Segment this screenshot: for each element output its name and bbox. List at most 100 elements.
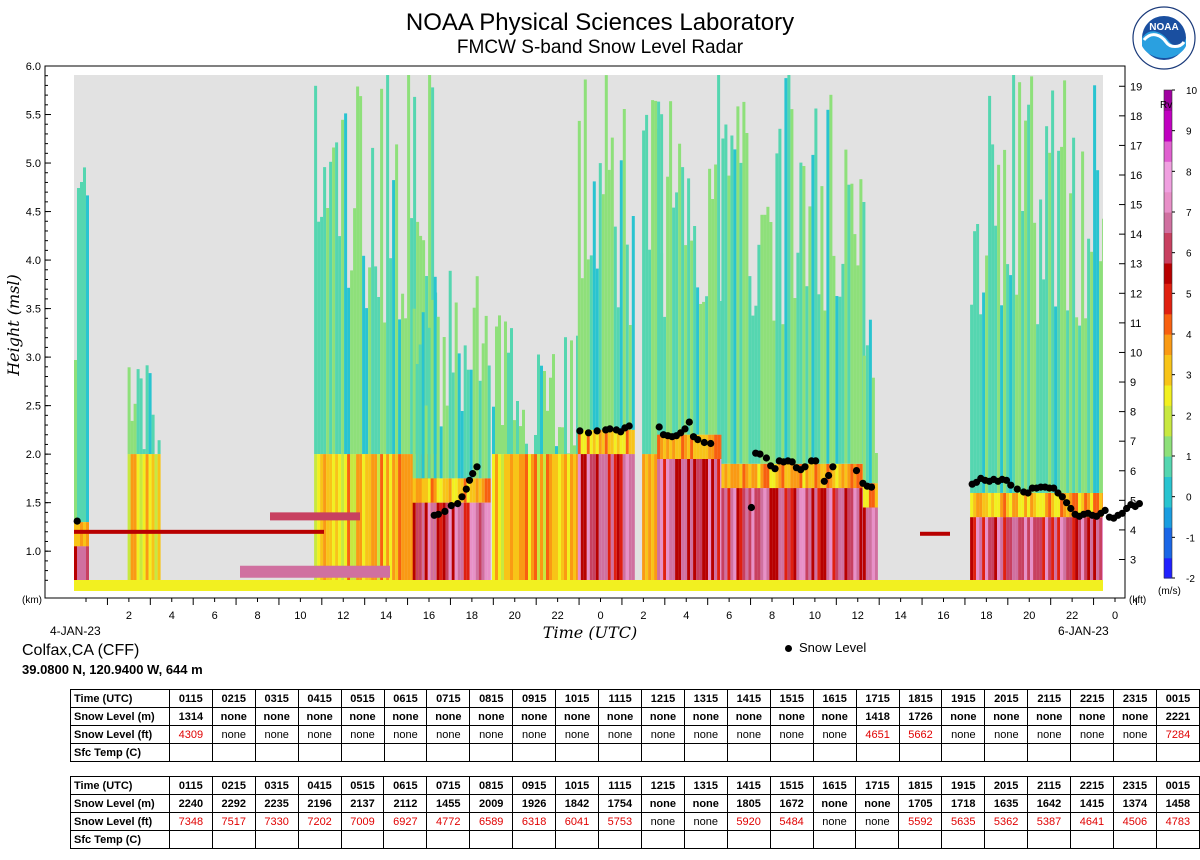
- table-cell: 2115: [1027, 776, 1071, 795]
- table-cell: 1842: [555, 794, 599, 813]
- heatmap-cell: [583, 79, 587, 430]
- heatmap-cell: [401, 293, 405, 455]
- table-cell: none: [1070, 707, 1115, 726]
- heatmap-cell: [454, 478, 458, 503]
- heatmap-cell: [1036, 493, 1040, 518]
- table-cell: [598, 743, 643, 762]
- heatmap-cell: [469, 369, 473, 479]
- colorbar-segment: [1164, 425, 1172, 437]
- table-cell: [512, 830, 557, 849]
- heatmap-cell: [811, 488, 815, 590]
- table-cell: 0215: [211, 689, 256, 708]
- table-cell: none: [984, 725, 1029, 744]
- x-tick-label: 10: [809, 610, 821, 622]
- heatmap-cell: [561, 454, 564, 590]
- heatmap-cell: [478, 502, 482, 590]
- heatmap-cell: [730, 488, 734, 590]
- snow-level-point: [1118, 509, 1126, 517]
- heatmap-cell: [583, 429, 587, 455]
- heatmap-cell: [669, 459, 673, 590]
- table-cell: 1215: [640, 776, 685, 795]
- table-cell: none: [683, 812, 728, 831]
- heatmap-cell: [699, 304, 703, 435]
- table-cell: 1015: [555, 689, 600, 708]
- snow-level-ft-row: Snow Level (ft) 4309 none none none none none n…: [70, 725, 1200, 744]
- heatmap-cell: [687, 434, 691, 459]
- heatmap-cell: [721, 463, 725, 489]
- heatmap-cell: [317, 221, 321, 455]
- heatmap-cell: [681, 434, 685, 459]
- heatmap-cell: [1054, 306, 1058, 493]
- heatmap-cell: [610, 454, 614, 590]
- heatmap-cell: [742, 488, 746, 590]
- heatmap-cell: [341, 119, 345, 455]
- y2-tick-label: 12: [1130, 288, 1142, 300]
- end-date-label: 6-JAN-23: [1058, 624, 1109, 638]
- heatmap-cell: [607, 454, 611, 590]
- snow-level-table-day2: Time (UTC) 0115 0215 0315 0415 0515 0615 0715 08…: [70, 776, 1200, 849]
- table-cell: 2215: [1070, 776, 1114, 795]
- heatmap-cell: [1003, 517, 1007, 590]
- heatmap-cell: [1039, 493, 1043, 518]
- heatmap-cell: [389, 454, 393, 590]
- heatmap-cell: [513, 454, 516, 590]
- table-cell: 2112: [383, 794, 428, 813]
- table-cell: none: [512, 707, 557, 726]
- table-cell: [941, 830, 986, 849]
- heatmap-cell: [696, 459, 700, 590]
- heatmap-cell: [669, 101, 673, 435]
- heatmap-cell: [772, 463, 776, 489]
- heatmap-cell: [451, 502, 455, 590]
- heatmap-cell: [433, 502, 437, 590]
- heatmap-cell: [592, 181, 596, 430]
- heatmap-cell: [484, 315, 488, 479]
- colorbar-segment: [1164, 90, 1172, 101]
- heatmap-cell: [519, 426, 522, 455]
- y2-tick-label: 8: [1130, 407, 1136, 419]
- table-cell: none: [941, 725, 986, 744]
- heatmap-cell: [781, 488, 785, 590]
- table-cell: 5362: [984, 812, 1029, 831]
- heatmap-cell: [850, 488, 854, 590]
- heatmap-cell: [332, 147, 336, 455]
- heatmap-cell: [1090, 251, 1094, 493]
- x-tick-label: 0: [1112, 610, 1118, 622]
- heatmap-cell: [601, 194, 605, 430]
- site-coordinates: 39.0800 N, 120.9400 W, 644 m: [22, 662, 203, 677]
- heatmap-cell: [83, 522, 86, 547]
- table-cell: [898, 743, 943, 762]
- table-cell: 0615: [383, 689, 428, 708]
- heatmap-cell: [979, 314, 983, 493]
- heatmap-cell: [796, 463, 800, 489]
- heatmap-cell: [699, 434, 703, 459]
- heatmap-cell: [564, 337, 567, 455]
- heatmap-cell: [320, 454, 324, 590]
- table-cell: 0915: [512, 689, 557, 708]
- heatmap-cell: [398, 454, 402, 590]
- heatmap-cell: [498, 315, 501, 455]
- heatmap-cell: [727, 175, 731, 464]
- table-cell: none: [855, 812, 900, 831]
- heatmap-cell: [540, 365, 543, 455]
- colorbar-segment: [1164, 415, 1172, 427]
- heatmap-cell: [973, 493, 977, 518]
- table-cell: 2137: [340, 794, 385, 813]
- heatmap-cell: [690, 459, 694, 590]
- heatmap-cell: [1000, 493, 1004, 518]
- heatmap-cell: [799, 162, 803, 464]
- heatmap-cell: [74, 546, 77, 590]
- heatmap-cell: [859, 463, 863, 489]
- snow-level-series: [73, 418, 1143, 525]
- heatmap-cell: [504, 454, 507, 590]
- x-tick-label: 0: [597, 610, 603, 622]
- heatmap-cell: [823, 463, 827, 489]
- sfc-temp-row: Sfc Temp (C): [70, 830, 1200, 849]
- table-cell: [1113, 743, 1158, 762]
- heatmap-cell: [77, 546, 80, 590]
- y2-tick-label: 14: [1130, 229, 1142, 241]
- table-cell: [426, 743, 471, 762]
- heatmap-cell: [693, 434, 697, 459]
- table-cell: [168, 830, 213, 849]
- heatmap-cell: [811, 154, 815, 464]
- heatmap-cell: [1009, 275, 1013, 493]
